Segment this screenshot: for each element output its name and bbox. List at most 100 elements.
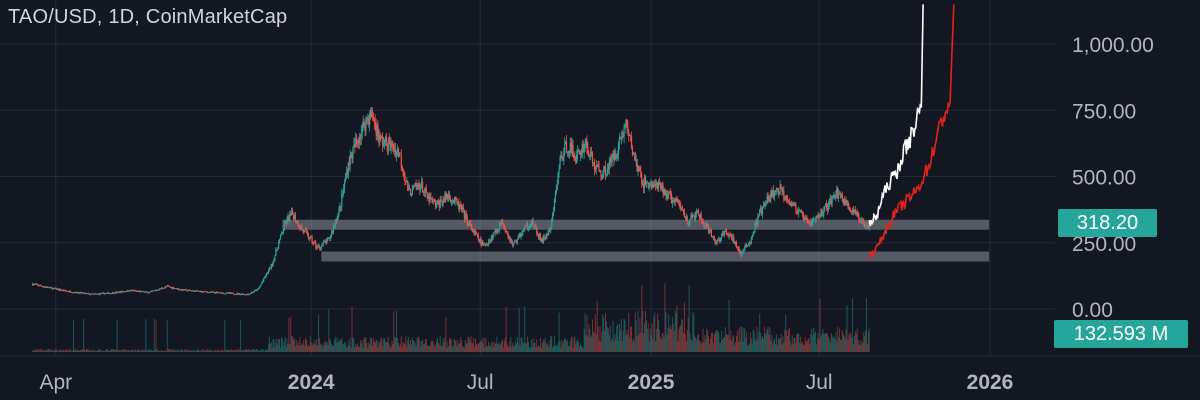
- volume-bar: [798, 333, 800, 352]
- candle-body: [264, 277, 266, 278]
- volume-bar: [827, 336, 829, 352]
- candle-body: [168, 286, 170, 288]
- volume-bar: [281, 338, 283, 352]
- volume-bar: [451, 345, 453, 352]
- candle-body: [758, 215, 760, 217]
- candle-body: [296, 220, 298, 223]
- candle-body: [838, 193, 840, 199]
- candle-body: [113, 293, 115, 295]
- candle-body: [287, 216, 289, 218]
- candle-body: [848, 205, 850, 208]
- volume-bar: [619, 329, 621, 352]
- volume-bar: [680, 324, 682, 352]
- candle-body: [374, 122, 376, 124]
- volume-bar: [77, 350, 79, 352]
- volume-bar: [337, 342, 339, 352]
- candle-body: [854, 210, 856, 214]
- candle-body: [305, 230, 308, 232]
- volume-bar: [421, 340, 423, 352]
- volume-bar: [652, 339, 654, 352]
- volume-bar: [617, 324, 619, 352]
- candle-body: [204, 291, 206, 293]
- volume-bar: [288, 317, 290, 352]
- volume-bar: [685, 340, 687, 352]
- last-price-badge: 318.20: [1058, 209, 1157, 237]
- volume-bar: [511, 347, 513, 352]
- candle-body: [616, 155, 618, 158]
- candle-body: [95, 293, 97, 295]
- volume-bar: [141, 349, 143, 352]
- candle-body: [341, 193, 343, 207]
- candle-body: [67, 291, 69, 292]
- volume-bar: [386, 341, 388, 352]
- volume-bar: [735, 341, 737, 352]
- volume-bar: [565, 338, 567, 352]
- volume-bar: [785, 314, 787, 352]
- volume-bar: [156, 350, 158, 352]
- volume-bar: [430, 342, 432, 352]
- candle-body: [698, 214, 700, 218]
- candle-body: [48, 287, 50, 289]
- volume-bar: [702, 328, 704, 352]
- volume-bar: [313, 344, 315, 352]
- candle-body: [124, 291, 127, 293]
- candle-body: [622, 136, 624, 138]
- candle-body: [747, 244, 750, 246]
- volume-bar: [201, 349, 203, 352]
- volume-bar: [390, 347, 392, 352]
- candle-body: [810, 221, 812, 224]
- volume-bar: [466, 342, 468, 352]
- candle-body: [722, 232, 725, 234]
- candle-body: [44, 286, 47, 288]
- candle-body: [62, 289, 64, 291]
- volume-bar: [227, 349, 229, 352]
- candle-body: [799, 210, 802, 213]
- candle-body: [802, 213, 804, 221]
- candle-body: [786, 199, 789, 201]
- volume-bar: [55, 350, 57, 352]
- volume-bar: [327, 345, 329, 352]
- candle-body: [108, 292, 110, 294]
- volume-bar: [56, 349, 58, 352]
- candle-body: [415, 183, 417, 188]
- volume-bar: [181, 349, 183, 352]
- volume-bar: [71, 350, 73, 352]
- volume-bar: [420, 346, 422, 352]
- volume-bar: [358, 346, 360, 352]
- candle-body: [832, 197, 834, 199]
- candle-body: [118, 291, 120, 293]
- volume-bar: [336, 337, 338, 352]
- volume-bar: [516, 337, 518, 352]
- volume-bar: [675, 312, 677, 352]
- candle-body: [760, 208, 762, 210]
- candle-body: [216, 291, 218, 293]
- volume-bar: [308, 346, 310, 352]
- volume-bar: [566, 342, 568, 352]
- volume-bar: [332, 345, 334, 352]
- candle-body: [210, 291, 212, 293]
- candle-body: [381, 135, 383, 138]
- volume-bar: [163, 350, 165, 352]
- candle-body: [285, 223, 287, 224]
- volume-bar: [547, 344, 549, 352]
- candle-body: [80, 292, 82, 294]
- candle-body: [730, 235, 732, 237]
- candle-body: [600, 171, 602, 176]
- candle-body: [733, 236, 735, 243]
- volume-bar: [627, 334, 629, 352]
- candle-body: [593, 162, 595, 170]
- volume-bar: [716, 330, 718, 352]
- candle-body: [828, 199, 830, 206]
- candle-body: [387, 139, 389, 152]
- candle-body: [592, 162, 595, 164]
- candle-body: [198, 291, 200, 293]
- candle-body: [251, 292, 253, 294]
- volume-bar: [42, 350, 44, 352]
- volume-bar: [453, 338, 455, 352]
- volume-bar: [309, 336, 311, 352]
- candle-body: [197, 290, 199, 292]
- candle-body: [695, 211, 698, 214]
- volume-bar: [829, 342, 831, 352]
- candle-body: [136, 291, 139, 292]
